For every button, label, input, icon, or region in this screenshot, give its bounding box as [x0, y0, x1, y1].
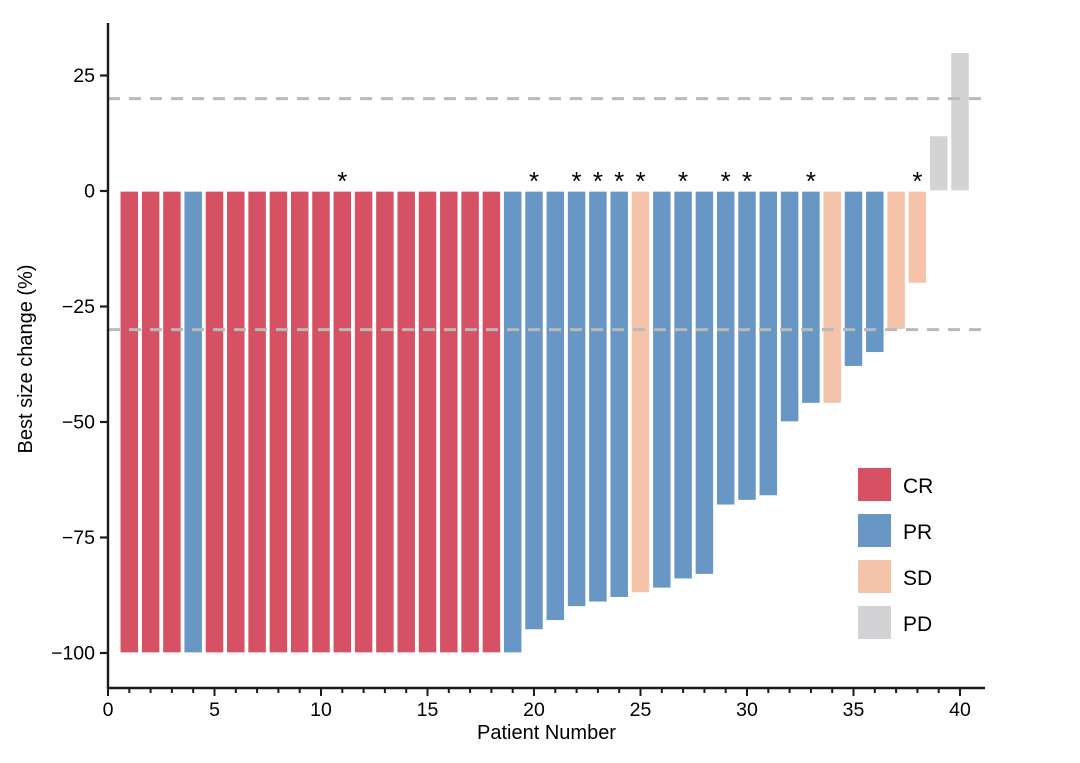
y-tick-label-0: 0 [84, 181, 95, 203]
bar-patient-15 [417, 190, 438, 654]
bar-patient-7 [247, 190, 268, 654]
bar-patient-25 [630, 190, 651, 594]
bar-patient-27 [673, 190, 694, 580]
x-axis-title: Patient Number [477, 722, 616, 744]
bar-patient-33 [800, 190, 821, 405]
x-tick-label-20: 20 [523, 699, 545, 721]
bar-patient-40 [949, 51, 971, 192]
bar-patient-9 [289, 190, 310, 654]
bar-patient-21 [545, 190, 566, 622]
asterisk-patient-24: * [614, 166, 624, 196]
x-tick-label-35: 35 [843, 699, 865, 721]
bar-patient-4 [183, 190, 204, 654]
asterisk-patient-33: * [806, 166, 816, 196]
legend-label-sd: SD [903, 567, 932, 590]
y-tick-label--100: −100 [51, 643, 95, 665]
asterisk-patient-29: * [721, 166, 731, 196]
asterisk-patient-11: * [337, 166, 347, 196]
x-tick-label-30: 30 [736, 699, 758, 721]
bar-patient-26 [651, 190, 672, 589]
y-tick-label-25: 25 [73, 65, 95, 87]
asterisk-patient-20: * [529, 166, 539, 196]
bar-patient-29 [715, 190, 736, 506]
y-tick-label--50: −50 [62, 412, 95, 434]
x-tick-label-40: 40 [949, 699, 971, 721]
bar-patient-31 [758, 190, 779, 497]
bar-patient-16 [438, 190, 459, 654]
bar-patient-6 [225, 190, 246, 654]
bar-patient-17 [460, 190, 481, 654]
legend-swatch-sd [858, 560, 891, 593]
bar-patient-36 [864, 190, 885, 354]
y-tick-label--75: −75 [62, 527, 95, 549]
bar-patient-8 [268, 190, 289, 654]
bar-patient-22 [566, 190, 587, 608]
asterisk-patient-30: * [742, 166, 752, 196]
x-tick-label-5: 5 [209, 699, 220, 721]
bar-patient-24 [609, 190, 630, 599]
legend-label-pr: PR [903, 521, 932, 544]
x-tick-label-15: 15 [417, 699, 439, 721]
bar-patient-5 [204, 190, 225, 654]
bar-patient-34 [822, 190, 843, 405]
bar-patient-1 [119, 190, 140, 654]
bar-patient-39 [928, 134, 949, 192]
asterisk-patient-27: * [678, 166, 688, 196]
bar-patient-10 [310, 190, 332, 654]
bar-patient-19 [502, 190, 523, 654]
bar-patient-14 [396, 190, 417, 654]
legend-swatch-cr [858, 468, 891, 501]
legend-label-pd: PD [903, 613, 932, 636]
bar-patient-20 [523, 190, 545, 631]
bar-patient-11 [332, 190, 353, 654]
asterisk-patient-23: * [593, 166, 603, 196]
x-tick-label-25: 25 [630, 699, 652, 721]
bar-patient-28 [694, 190, 715, 576]
x-tick-label-0: 0 [103, 699, 114, 721]
bar-patient-2 [140, 190, 161, 654]
asterisk-patient-22: * [572, 166, 582, 196]
y-axis-title: Best size change (%) [15, 264, 37, 454]
bar-patient-13 [374, 190, 395, 654]
bar-patient-3 [161, 190, 182, 654]
asterisk-patient-38: * [912, 166, 922, 196]
legend-swatch-pd [858, 606, 891, 639]
bar-patient-18 [481, 190, 502, 654]
y-tick-label--25: −25 [62, 296, 95, 318]
asterisk-patient-25: * [635, 166, 645, 196]
bar-patient-35 [843, 190, 864, 368]
bar-patient-38 [907, 190, 928, 285]
bar-patient-30 [736, 190, 758, 502]
bar-patient-23 [587, 190, 608, 603]
x-tick-label-10: 10 [310, 699, 332, 721]
bar-patient-12 [353, 190, 374, 654]
bar-patient-32 [779, 190, 800, 423]
bar-patient-37 [886, 190, 907, 331]
legend-label-cr: CR [903, 475, 933, 498]
legend-swatch-pr [858, 514, 891, 547]
